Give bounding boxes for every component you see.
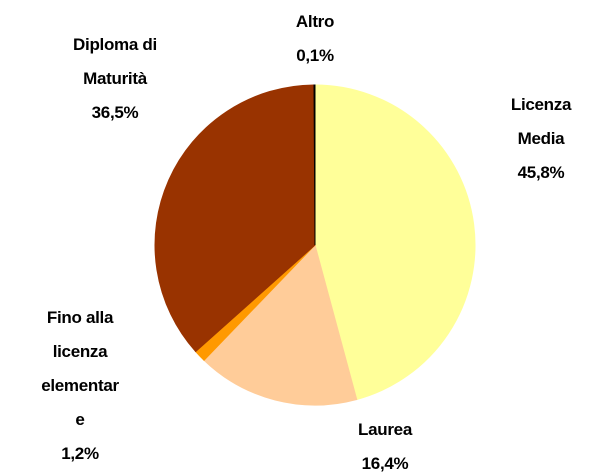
category-name: Diploma di Maturità bbox=[73, 35, 157, 88]
value-label: 16,4% bbox=[361, 454, 409, 472]
value-label: 0,1% bbox=[296, 46, 334, 65]
pie-slice bbox=[314, 84, 476, 401]
value-label: 1,2% bbox=[61, 444, 99, 463]
slice-label: Altro 0,1% bbox=[296, 5, 334, 73]
pie-slice bbox=[154, 84, 316, 353]
category-name: Laurea bbox=[358, 420, 412, 439]
category-name: Licenza Media bbox=[510, 95, 572, 148]
pie-slice bbox=[203, 244, 358, 406]
category-name: Fino alla licenza elementar e bbox=[41, 308, 119, 429]
slice-label: Licenza Media 45,8% bbox=[510, 88, 572, 190]
value-label: 36,5% bbox=[91, 103, 139, 122]
slice-label: Fino alla licenza elementar e 1,2% bbox=[41, 301, 119, 471]
pie-slice bbox=[313, 84, 316, 246]
slice-label: Laurea 16,4% bbox=[358, 413, 412, 472]
value-label: 45,8% bbox=[517, 163, 565, 182]
category-name: Altro bbox=[295, 12, 335, 31]
slice-label: Diploma di Maturità 36,5% bbox=[73, 28, 157, 130]
